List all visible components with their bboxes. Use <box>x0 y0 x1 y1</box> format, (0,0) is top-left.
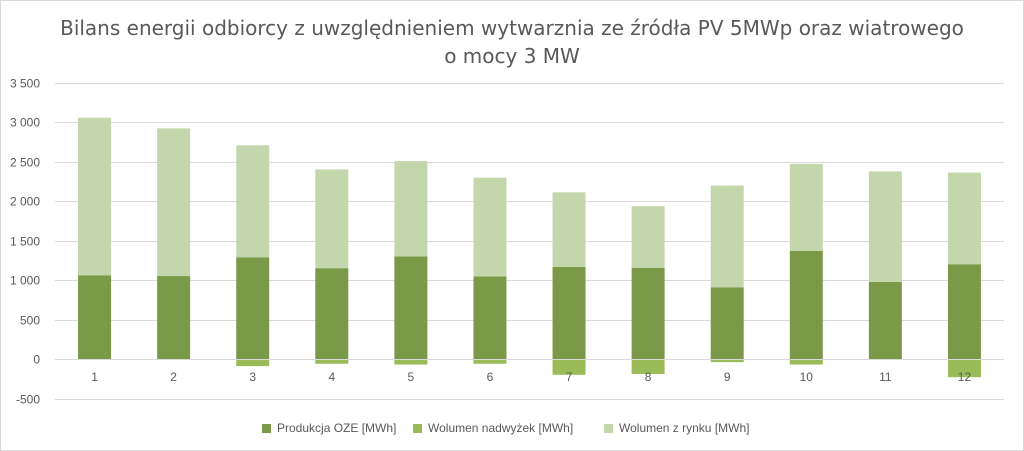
bar-market <box>868 171 902 282</box>
y-tick-label: 0 <box>33 353 40 367</box>
bar-surplus <box>315 359 349 364</box>
bar-surplus <box>473 359 507 364</box>
bar-production <box>710 287 744 359</box>
bar-production <box>631 267 665 359</box>
y-tick-label: 2 000 <box>10 195 40 209</box>
x-tick-label: 12 <box>958 370 972 384</box>
chart-title: Bilans energii odbiorcy z uwzględnieniem… <box>60 16 964 68</box>
x-tick-label: 2 <box>170 370 177 384</box>
bar-market <box>631 206 665 268</box>
x-tick-label: 3 <box>249 370 256 384</box>
legend-label: Produkcja OZE [MWh] <box>277 421 397 435</box>
bar-production <box>868 281 902 359</box>
bar-surplus <box>947 359 981 378</box>
bar-market <box>947 172 981 265</box>
bar-surplus <box>236 359 270 367</box>
legend-item: Wolumen nadwyżek [MWh] <box>413 421 573 435</box>
legend-label: Wolumen nadwyżek [MWh] <box>428 421 574 435</box>
x-tick-label: 9 <box>724 370 731 384</box>
bar-production <box>473 276 507 359</box>
legend-label: Wolumen z rynku [MWh] <box>619 421 750 435</box>
x-tick-label: 11 <box>879 370 892 384</box>
legend-item: Wolumen z rynku [MWh] <box>604 421 749 435</box>
x-tick-label: 8 <box>645 370 652 384</box>
bar-surplus <box>631 359 665 375</box>
bar-surplus <box>552 359 586 375</box>
bar-production <box>552 266 586 359</box>
x-tick-label: 5 <box>408 370 415 384</box>
bar-production <box>394 256 428 359</box>
y-tick-label: 2 500 <box>10 156 40 170</box>
y-tick-label: 500 <box>20 314 40 328</box>
x-tick-label: 4 <box>328 370 335 384</box>
legend-swatch <box>604 423 613 433</box>
legend-swatch <box>413 423 422 433</box>
y-tick-label: 1 500 <box>10 235 40 249</box>
bar-market <box>78 117 112 276</box>
bar-surplus <box>789 359 823 365</box>
y-tick-label: 3 500 <box>10 77 40 91</box>
legend-swatch <box>262 423 271 433</box>
bar-production <box>315 268 349 359</box>
bar-production <box>157 276 191 359</box>
y-tick-label: 3 000 <box>10 116 40 130</box>
bar-market <box>236 145 270 258</box>
bar-surplus <box>394 359 428 365</box>
bar-production <box>78 275 112 359</box>
bar-surplus <box>710 359 744 363</box>
x-tick-label: 1 <box>91 370 98 384</box>
x-tick-label: 10 <box>800 370 814 384</box>
bar-market <box>394 161 428 257</box>
legend-item: Produkcja OZE [MWh] <box>262 421 396 435</box>
bar-market <box>789 163 823 251</box>
y-tick-label: 1 000 <box>10 274 40 288</box>
bar-production <box>236 257 270 359</box>
bar-production <box>947 264 981 359</box>
x-tick-label: 6 <box>487 370 494 384</box>
bar-market <box>552 192 586 267</box>
y-tick-label: -500 <box>16 393 40 407</box>
chart-legend: Produkcja OZE [MWh] Wolumen nadwyżek [MWh… <box>0 421 1024 439</box>
bar-market <box>473 177 507 277</box>
x-tick-label: 7 <box>566 370 573 384</box>
bar-market <box>710 185 744 288</box>
bar-market <box>157 128 191 277</box>
bar-production <box>789 250 823 359</box>
bar-market <box>315 169 349 269</box>
